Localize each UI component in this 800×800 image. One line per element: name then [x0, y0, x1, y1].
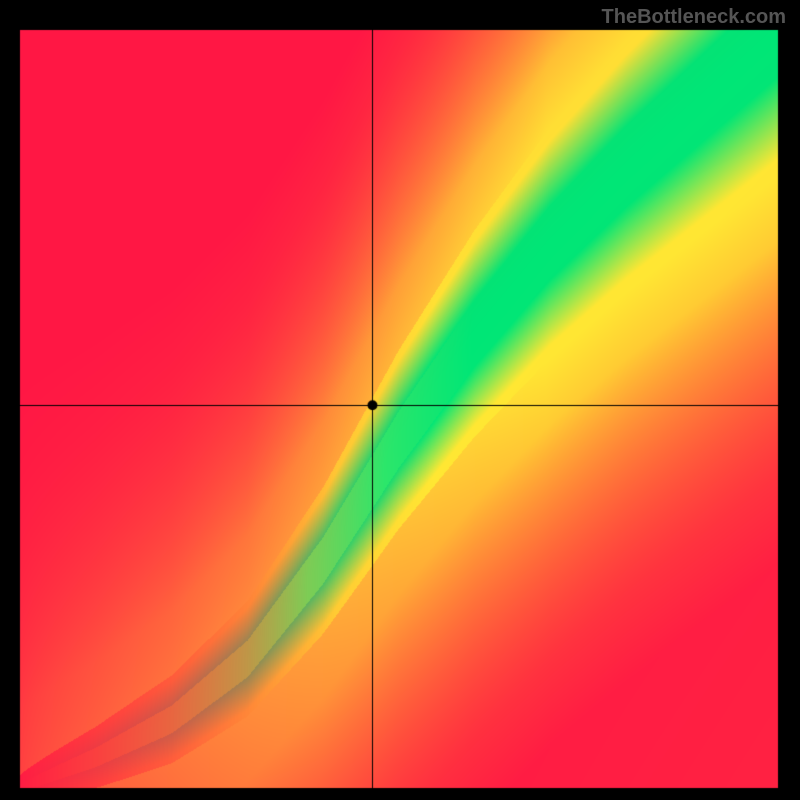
chart-container: TheBottleneck.com — [0, 0, 800, 800]
attribution-label: TheBottleneck.com — [602, 6, 786, 29]
heatmap-canvas — [0, 0, 800, 800]
